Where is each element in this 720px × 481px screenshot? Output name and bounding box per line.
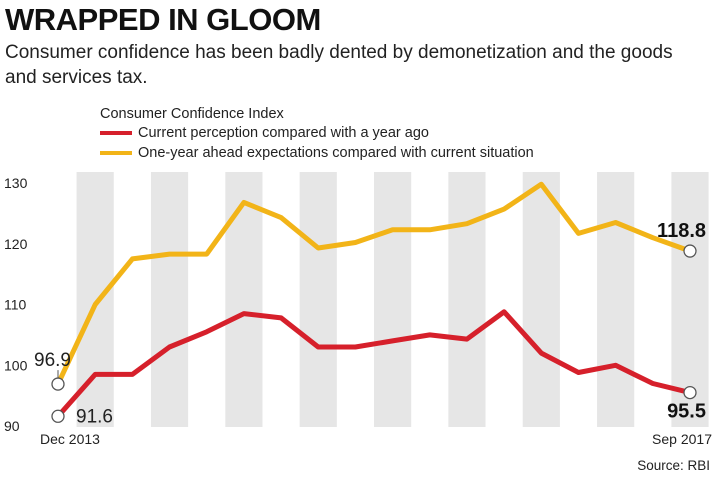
x-tick-label-end: Sep 2017 bbox=[652, 431, 712, 447]
grid-band bbox=[150, 172, 189, 427]
marker-current-start bbox=[51, 409, 65, 423]
grid-band bbox=[299, 172, 337, 427]
source-note: Source: RBI bbox=[637, 458, 710, 473]
series-lines bbox=[55, 181, 693, 419]
chart-title: WRAPPED IN GLOOM bbox=[5, 2, 321, 37]
x-tick-label-start: Dec 2013 bbox=[40, 431, 100, 447]
x-axis: Dec 2013 Sep 2017 bbox=[40, 431, 712, 447]
marker-expectations-end bbox=[683, 244, 697, 258]
series-line-expectations bbox=[55, 181, 693, 387]
grid-band bbox=[76, 172, 114, 427]
data-label-expectations-start: 96.9 bbox=[34, 350, 71, 371]
y-tick-label: 120 bbox=[4, 236, 28, 252]
grid-band bbox=[671, 172, 709, 427]
y-tick-label: 130 bbox=[4, 175, 28, 191]
marker-current-end bbox=[683, 385, 697, 400]
series-markers bbox=[51, 244, 697, 423]
legend-label-current: Current perception compared with a year … bbox=[138, 125, 429, 141]
y-tick-label: 90 bbox=[4, 418, 20, 434]
data-label-expectations-end: 118.8 bbox=[657, 220, 706, 242]
grid-band bbox=[374, 172, 412, 427]
y-tick-label: 100 bbox=[4, 357, 28, 373]
legend-label-expectations: One-year ahead expectations compared wit… bbox=[138, 145, 534, 161]
data-label-current-start: 91.6 bbox=[76, 406, 113, 427]
grid-band bbox=[597, 172, 635, 427]
legend-swatch-current bbox=[100, 131, 132, 135]
marker-expectations-start bbox=[51, 377, 65, 391]
grid-band bbox=[448, 172, 486, 427]
legend-item-expectations: One-year ahead expectations compared wit… bbox=[100, 145, 534, 161]
grid-band bbox=[225, 172, 263, 427]
y-tick-label: 110 bbox=[4, 297, 27, 313]
grid-band bbox=[522, 172, 560, 427]
grid-bands bbox=[76, 172, 709, 427]
legend-item-current: Current perception compared with a year … bbox=[100, 125, 429, 141]
chart-subtitle: Consumer confidence has been badly dente… bbox=[5, 42, 673, 88]
series-line-current bbox=[55, 309, 693, 419]
y-axis: 90 100 110 120 130 bbox=[4, 175, 28, 434]
legend-title: Consumer Confidence Index bbox=[100, 106, 284, 122]
legend-swatch-expectations bbox=[100, 151, 132, 155]
data-label-current-end: 95.5 bbox=[667, 401, 706, 423]
data-labels: 96.9 91.6 118.8 95.5 bbox=[34, 220, 706, 427]
